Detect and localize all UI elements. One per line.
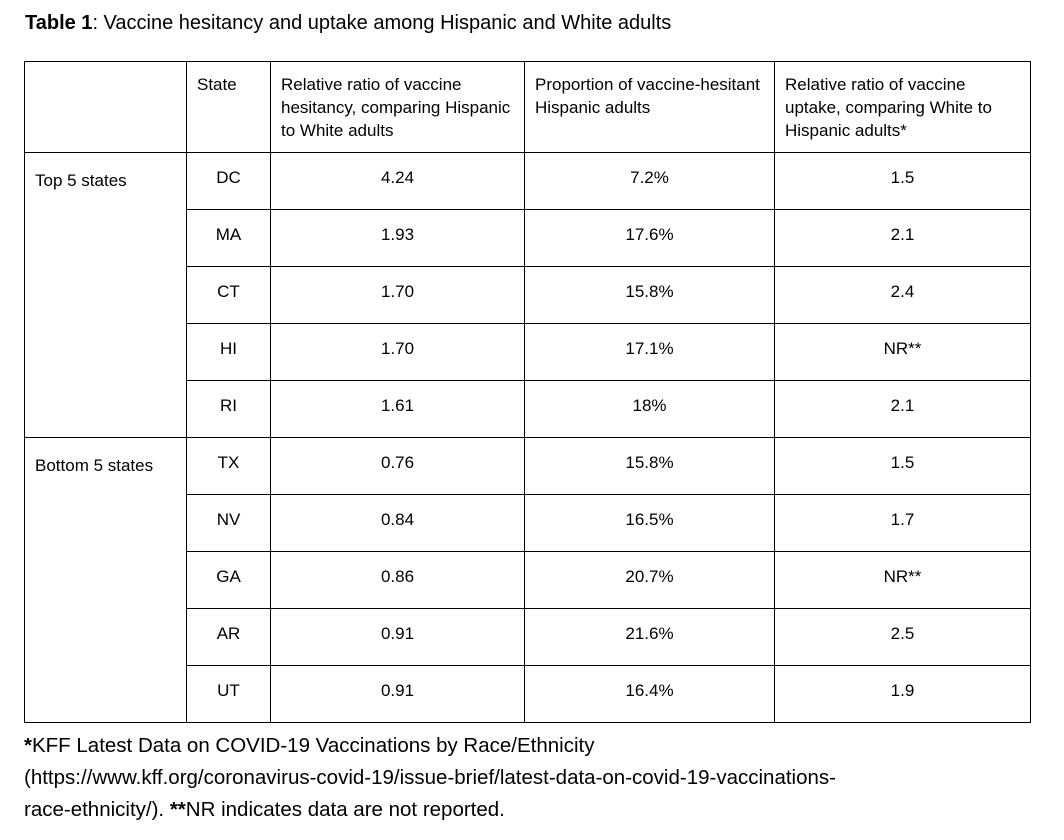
table-row: Top 5 states DC 4.24 7.2% 1.5: [24, 152, 1031, 438]
footnote-url-end-text: race-ethnicity/).: [24, 798, 170, 821]
hesitancy-ratio-cell: 4.24: [270, 152, 525, 210]
footnote-source-text: KFF Latest Data on COVID-19 Vaccinations…: [31, 734, 595, 757]
hesitant-proportion-cell: 15.8%: [524, 437, 775, 495]
hesitant-proportion-cell: 16.5%: [524, 494, 775, 552]
hesitant-proportion-cell: 20.7%: [524, 551, 775, 609]
page-title: Table 1: Vaccine hesitancy and uptake am…: [25, 10, 1030, 37]
uptake-ratio-cell: 1.9: [774, 665, 1031, 723]
col-header-state: State: [186, 61, 271, 153]
state-cell: UT: [186, 665, 271, 723]
table-row: RI 1.61 18% 2.1: [25, 380, 1031, 438]
state-cell: AR: [186, 608, 271, 666]
hesitancy-ratio-cell: 1.61: [270, 380, 525, 438]
hesitancy-ratio-cell: 0.91: [270, 608, 525, 666]
table-row: GA 0.86 20.7% NR**: [25, 551, 1031, 609]
group-cell-bottom5: Bottom 5 states: [24, 437, 187, 723]
hesitant-proportion-cell: 15.8%: [524, 266, 775, 324]
hesitancy-ratio-cell: 1.93: [270, 209, 525, 267]
hesitancy-ratio-cell: 0.86: [270, 551, 525, 609]
table-number-label: Table 1: [25, 12, 93, 34]
table-row: Bottom 5 states TX 0.76 15.8% 1.5: [24, 437, 1031, 723]
group-cell-top5: Top 5 states: [24, 152, 187, 438]
uptake-ratio-cell: 2.5: [774, 608, 1031, 666]
table-row: CT 1.70 15.8% 2.4: [25, 266, 1031, 324]
state-cell: GA: [186, 551, 271, 609]
uptake-ratio-cell: 2.1: [774, 209, 1031, 267]
table-title-text: : Vaccine hesitancy and uptake among His…: [92, 12, 672, 34]
vaccine-table: State Relative ratio of vaccine hesitanc…: [24, 61, 1031, 723]
footnote-asterisk: *: [24, 734, 32, 757]
state-cell: HI: [186, 323, 271, 381]
uptake-ratio-cell: 2.4: [774, 266, 1031, 324]
state-cell: MA: [186, 209, 271, 267]
footnote-line-3: race-ethnicity/). **NR indicates data ar…: [24, 794, 1030, 826]
col-header-hesitant-proportion: Proportion of vaccine-hesitant Hispanic …: [524, 61, 775, 153]
uptake-ratio-cell: 1.5: [774, 437, 1031, 495]
col-header-uptake-ratio: Relative ratio of vaccine uptake, compar…: [774, 61, 1031, 153]
hesitancy-ratio-cell: 1.70: [270, 323, 525, 381]
uptake-ratio-cell: NR**: [774, 551, 1031, 609]
col-header-hesitancy-ratio: Relative ratio of vaccine hesitancy, com…: [270, 61, 525, 153]
footnote-double-asterisk: **: [169, 798, 186, 821]
state-cell: NV: [186, 494, 271, 552]
table-row: AR 0.91 21.6% 2.5: [25, 608, 1031, 666]
footnote-url-text: (https://www.kff.org/coronavirus-covid-1…: [24, 766, 836, 789]
hesitancy-ratio-cell: 0.84: [270, 494, 525, 552]
hesitancy-ratio-cell: 0.91: [270, 665, 525, 723]
table-row: MA 1.93 17.6% 2.1: [25, 209, 1031, 267]
table-row: HI 1.70 17.1% NR**: [25, 323, 1031, 381]
col-header-group: [24, 61, 187, 153]
hesitant-proportion-cell: 17.1%: [524, 323, 775, 381]
uptake-ratio-cell: NR**: [774, 323, 1031, 381]
hesitant-proportion-cell: 16.4%: [524, 665, 775, 723]
state-cell: TX: [186, 437, 271, 495]
header-row: State Relative ratio of vaccine hesitanc…: [24, 61, 1031, 153]
hesitancy-ratio-cell: 0.76: [270, 437, 525, 495]
footnote: *KFF Latest Data on COVID-19 Vaccination…: [24, 730, 1030, 826]
hesitancy-ratio-cell: 1.70: [270, 266, 525, 324]
footnote-line-1: *KFF Latest Data on COVID-19 Vaccination…: [24, 730, 1030, 762]
hesitant-proportion-cell: 21.6%: [524, 608, 775, 666]
hesitant-proportion-cell: 18%: [524, 380, 775, 438]
state-cell: CT: [186, 266, 271, 324]
state-cell: RI: [186, 380, 271, 438]
state-cell: DC: [186, 152, 271, 210]
uptake-ratio-cell: 1.7: [774, 494, 1031, 552]
footnote-nr-note-text: NR indicates data are not reported.: [185, 798, 505, 821]
footnote-line-2: (https://www.kff.org/coronavirus-covid-1…: [24, 762, 1030, 794]
table-row: NV 0.84 16.5% 1.7: [25, 494, 1031, 552]
uptake-ratio-cell: 1.5: [774, 152, 1031, 210]
hesitant-proportion-cell: 7.2%: [524, 152, 775, 210]
uptake-ratio-cell: 2.1: [774, 380, 1031, 438]
table-row: UT 0.91 16.4% 1.9: [25, 665, 1031, 723]
hesitant-proportion-cell: 17.6%: [524, 209, 775, 267]
